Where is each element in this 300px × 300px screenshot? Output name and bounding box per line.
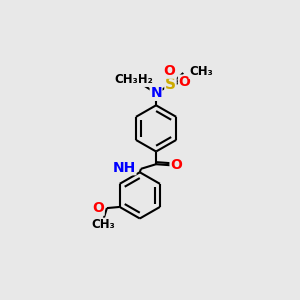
Text: CH₂: CH₂ xyxy=(130,74,154,86)
Text: CH₃: CH₃ xyxy=(189,65,213,78)
Text: N: N xyxy=(150,86,162,100)
Text: O: O xyxy=(164,64,175,78)
Text: CH₃: CH₃ xyxy=(92,218,115,231)
Text: O: O xyxy=(170,158,182,172)
Text: CH₃: CH₃ xyxy=(115,74,138,86)
Text: S: S xyxy=(165,77,176,92)
Text: O: O xyxy=(178,75,190,89)
Text: O: O xyxy=(92,201,104,215)
Text: NH: NH xyxy=(112,161,136,175)
